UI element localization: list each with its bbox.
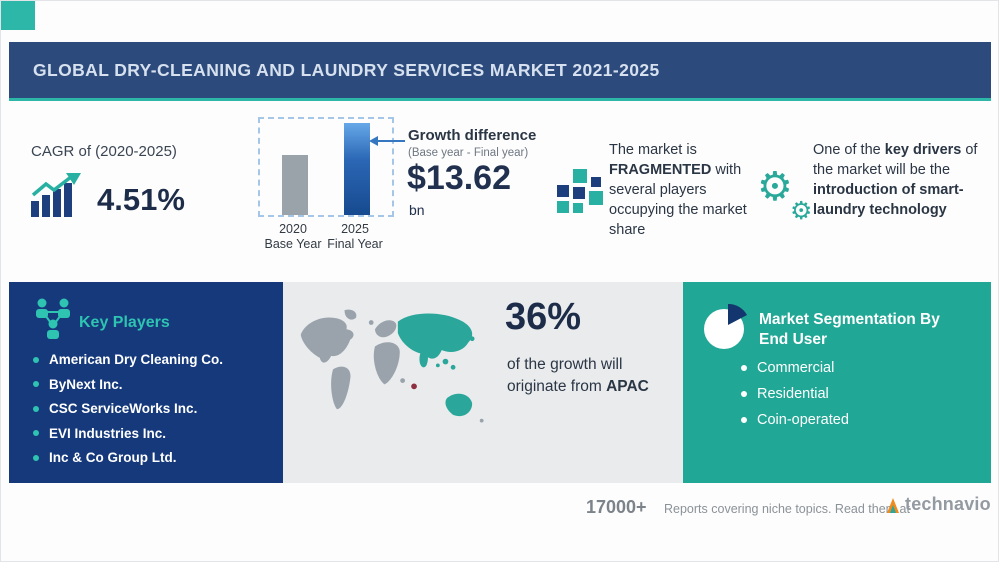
bullet-dot	[33, 356, 39, 363]
team-network-icon	[36, 298, 70, 339]
growth-difference-title: Growth difference	[408, 127, 537, 144]
key-player-item: American Dry Cleaning Co.	[33, 352, 223, 367]
cagr-label: CAGR of (2020-2025)	[31, 143, 177, 160]
segmentation-value: Residential	[757, 386, 829, 402]
growth-difference-unit: bn	[409, 202, 425, 218]
fragmented-part1: The market is	[609, 142, 697, 158]
growth-arrow-line	[378, 140, 405, 142]
bullet-dot	[741, 391, 747, 397]
technavio-logo: technavio	[885, 494, 991, 515]
key-player-name: ByNext Inc.	[49, 376, 123, 392]
segmentation-list: Commercial Residential Coin-operated	[741, 360, 849, 438]
gear-icon-large: ⚙	[757, 164, 793, 210]
bar-2025	[344, 123, 370, 215]
growth-arrow-head	[369, 136, 378, 146]
bar-2025-caption: 2025 Final Year	[315, 222, 395, 252]
key-player-name: CSC ServiceWorks Inc.	[49, 401, 198, 416]
bar-2020	[282, 155, 308, 215]
apac-growth-text: of the growth will originate from APAC	[507, 354, 655, 399]
world-map	[300, 309, 484, 423]
pie-chart-icon	[704, 303, 747, 349]
key-player-name: Inc & Co Group Ltd.	[49, 450, 177, 465]
apac-region: APAC	[606, 378, 649, 396]
fragmented-text: The market is FRAGMENTED with several pl…	[609, 140, 761, 240]
page-title: GLOBAL DRY-CLEANING AND LAUNDRY SERVICES…	[33, 59, 660, 80]
bullet-dot	[741, 365, 747, 371]
growth-difference-value: $13.62	[407, 159, 511, 197]
key-player-item: EVI Industries Inc.	[33, 426, 223, 441]
corner-accent-square	[1, 1, 35, 30]
segmentation-item: Residential	[741, 386, 849, 402]
bullet-dot	[33, 381, 39, 387]
technavio-logo-text: technavio	[905, 494, 991, 514]
key-player-item: ByNext Inc.	[33, 377, 223, 392]
bar-2020-caption: 2020 Base Year	[253, 222, 333, 252]
bullet-dot	[33, 454, 39, 461]
key-players-panel: Key Players American Dry Cleaning Co. By…	[9, 282, 283, 483]
cagr-value: 4.51%	[97, 182, 185, 217]
technavio-logo-mark-icon	[887, 497, 899, 513]
driver-keyword1: key drivers	[884, 142, 962, 158]
bar-2025-label: Final Year	[327, 237, 383, 251]
growth-bar-chart	[258, 117, 394, 217]
segmentation-panel: Market Segmentation By End User Commerci…	[683, 282, 991, 483]
fragmented-part3: with several players occupying the marke…	[609, 162, 747, 238]
key-players-title: Key Players	[79, 314, 170, 331]
bar-chart-growth-icon	[31, 173, 81, 217]
header-underline	[9, 98, 991, 101]
bar-2025-year: 2025	[341, 222, 369, 236]
segmentation-item: Commercial	[741, 360, 849, 376]
segmentation-value: Coin-operated	[757, 412, 849, 428]
growth-difference-subtitle: (Base year - Final year)	[408, 147, 529, 159]
apac-text: of the growth will originate from	[507, 356, 623, 396]
key-player-item: Inc & Co Group Ltd.	[33, 450, 223, 465]
reports-count: 17000+	[586, 497, 647, 517]
bullet-dot	[33, 430, 39, 436]
segmentation-title: Market Segmentation By End User	[759, 311, 940, 349]
apac-percent: 36%	[505, 296, 582, 338]
segmentation-value: Commercial	[757, 360, 835, 376]
key-players-list: American Dry Cleaning Co. ByNext Inc. CS…	[33, 352, 223, 475]
bullet-dot	[741, 417, 747, 423]
key-player-name: EVI Industries Inc.	[49, 425, 167, 441]
key-player-name: American Dry Cleaning Co.	[49, 352, 224, 367]
segmentation-item: Coin-operated	[741, 412, 849, 428]
map-marker-dot	[411, 383, 417, 390]
bar-2020-year: 2020	[279, 222, 307, 236]
regional-growth-panel: 36% of the growth will originate from AP…	[283, 282, 683, 483]
fragmented-keyword: FRAGMENTED	[609, 162, 712, 178]
fragmented-squares-icon	[557, 169, 603, 213]
cagr-block: 4.51%	[31, 173, 185, 217]
driver-keyword2: introduction of smart-laundry technology	[813, 182, 964, 218]
bar-2020-label: Base Year	[264, 237, 322, 251]
driver-part1: One of the	[813, 142, 885, 158]
key-driver-text: One of the key drivers of the market wil…	[813, 140, 993, 220]
bullet-dot	[33, 405, 39, 412]
footer-tagline: Reports covering niche topics. Read them…	[664, 502, 910, 516]
key-player-item: CSC ServiceWorks Inc.	[33, 401, 223, 416]
gear-icon-small: ⚙	[790, 196, 813, 225]
header-bar: GLOBAL DRY-CLEANING AND LAUNDRY SERVICES…	[9, 42, 991, 98]
driver-part3: of the market will be the	[813, 142, 978, 178]
